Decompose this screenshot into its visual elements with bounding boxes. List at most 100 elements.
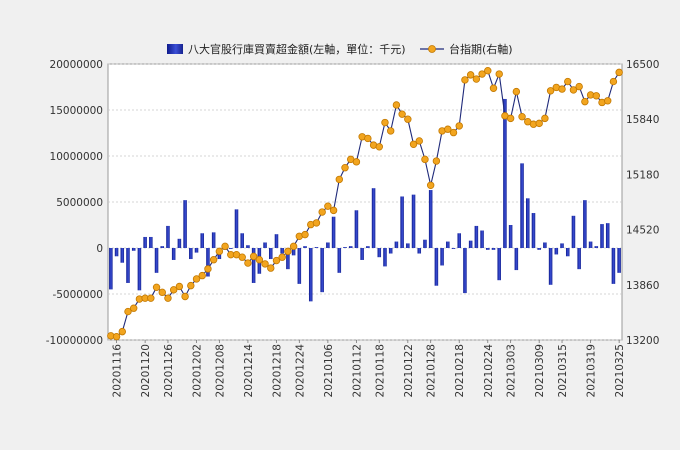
bar [537,248,541,250]
line-point [244,259,252,267]
bar [440,248,444,266]
bar [600,224,604,248]
bar [383,248,387,267]
line-point [387,127,395,135]
bar [531,213,536,248]
line-point [415,137,423,145]
bar [160,246,165,248]
bar [263,242,267,248]
line-point [558,85,566,93]
bar [354,210,359,248]
line-point [392,101,401,109]
x-tick-label: 20210122 [403,344,415,397]
bar [189,248,193,260]
line-point [489,84,498,92]
line-point [604,97,612,105]
bar [120,248,125,263]
line-point [592,92,600,100]
bar [177,238,182,248]
x-tick-label: 20201214 [243,344,255,398]
right-tick-label: 16500 [626,59,659,71]
bar [280,248,284,254]
legend-line-label: 台指期(右軸) [449,42,513,56]
line-point [518,112,526,121]
right-tick-label: 13200 [626,335,659,347]
line-point [318,208,326,216]
line-point [261,260,269,268]
bar [320,248,324,293]
bar [194,248,199,253]
left-tick-label: 20000000 [50,59,103,71]
left-tick-label: -5000000 [52,289,103,301]
bar [251,248,256,283]
line-point [152,283,161,292]
bar [229,248,233,249]
bar [291,248,296,256]
line-point [398,110,406,118]
bar [308,248,313,302]
x-tick-label: 20210315 [557,344,569,397]
bar [611,248,616,284]
legend-bar-swatch [167,44,183,54]
grid-lines [108,63,622,341]
bar [200,233,205,248]
line-point [535,119,543,128]
x-tick-label: 20210325 [614,344,626,397]
x-tick-label: 20201126 [163,344,175,398]
line-point [204,265,212,273]
bar [451,248,456,249]
bar [583,200,587,248]
line-point [335,175,343,184]
bar [520,163,524,248]
bar [571,215,576,248]
x-axis: 20201116 20201120 20201126 20201202 20201208… [112,340,626,398]
bar [474,225,479,248]
line-point [124,307,132,316]
line-point [329,206,338,215]
line-point [129,304,138,312]
line-point [364,134,372,143]
line-point [455,122,463,130]
bar [343,247,347,248]
x-tick-label: 20210319 [586,344,598,397]
line-point [147,294,155,302]
bar [314,247,319,248]
x-tick-label: 20210309 [534,344,546,397]
line-point [564,77,572,86]
bar-series [109,98,621,302]
line-point [238,253,246,261]
bar [463,248,467,294]
bar [109,248,113,290]
bar [594,246,599,248]
bar [171,248,176,260]
line-point [466,71,475,79]
bar [149,236,153,248]
bar [166,225,170,248]
line-point [255,256,264,264]
bar [388,248,393,254]
bar [514,248,519,271]
left-tick-label: 10000000 [50,151,103,163]
line-point [404,115,412,123]
right-tick-label: 15180 [626,169,659,181]
bar [554,248,559,255]
line-point [187,281,195,290]
bar [337,248,342,273]
line-point [615,68,623,77]
right-tick-label: 14520 [626,225,659,237]
bar [457,233,462,248]
line-point [249,252,258,261]
legend-bar-label: 八大官股行庫買賣超金額(左軸，單位：千元) [188,42,406,56]
bar [377,248,382,258]
bar [114,248,119,257]
line-point [169,286,178,294]
line-point [409,140,418,148]
right-tick-label: 15840 [626,114,659,126]
line-point [609,77,618,86]
bar [428,190,433,248]
line-point [181,292,189,301]
bar [303,246,307,248]
bar [246,245,250,248]
bar [234,209,239,248]
